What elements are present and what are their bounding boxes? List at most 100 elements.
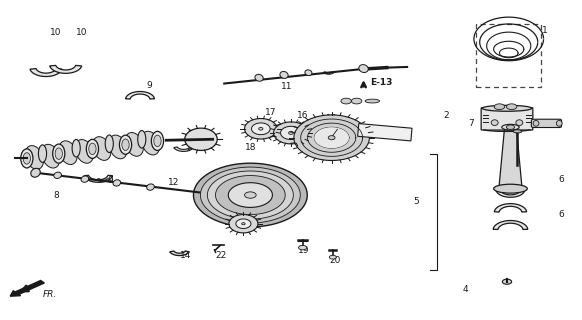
Ellipse shape xyxy=(328,136,335,140)
Ellipse shape xyxy=(59,141,77,164)
Text: 10: 10 xyxy=(76,28,88,37)
Text: 15: 15 xyxy=(326,114,338,123)
Text: 12: 12 xyxy=(168,178,179,187)
Ellipse shape xyxy=(31,168,40,177)
Text: 3: 3 xyxy=(555,120,561,129)
Text: 1: 1 xyxy=(542,27,548,36)
Polygon shape xyxy=(30,68,62,76)
Text: 18: 18 xyxy=(244,143,256,152)
Text: 4: 4 xyxy=(462,284,468,293)
Ellipse shape xyxy=(93,137,111,160)
Polygon shape xyxy=(207,171,293,219)
Ellipse shape xyxy=(41,144,60,168)
Circle shape xyxy=(506,104,517,109)
Ellipse shape xyxy=(556,121,562,126)
Polygon shape xyxy=(97,179,110,182)
Polygon shape xyxy=(251,123,270,135)
Text: 7: 7 xyxy=(468,119,474,128)
Text: 11: 11 xyxy=(281,82,292,91)
Ellipse shape xyxy=(125,132,143,156)
Ellipse shape xyxy=(75,140,94,163)
Ellipse shape xyxy=(533,121,539,126)
Polygon shape xyxy=(494,204,527,212)
Ellipse shape xyxy=(494,184,527,193)
Circle shape xyxy=(502,279,512,284)
Ellipse shape xyxy=(147,184,154,190)
Ellipse shape xyxy=(119,135,132,154)
Ellipse shape xyxy=(289,132,293,134)
Polygon shape xyxy=(200,167,300,223)
Ellipse shape xyxy=(23,153,30,164)
Polygon shape xyxy=(493,220,528,229)
Polygon shape xyxy=(499,126,522,189)
Ellipse shape xyxy=(259,127,263,130)
Ellipse shape xyxy=(25,146,44,169)
FancyBboxPatch shape xyxy=(531,119,562,127)
Polygon shape xyxy=(215,176,285,214)
Text: 17: 17 xyxy=(265,108,276,117)
Ellipse shape xyxy=(52,144,65,163)
Polygon shape xyxy=(281,126,301,140)
Text: 5: 5 xyxy=(413,197,418,206)
Polygon shape xyxy=(229,215,258,233)
Ellipse shape xyxy=(184,128,217,150)
Polygon shape xyxy=(84,175,112,182)
FancyBboxPatch shape xyxy=(358,124,412,141)
Circle shape xyxy=(244,192,256,198)
Ellipse shape xyxy=(81,176,88,182)
Text: 8: 8 xyxy=(53,190,59,200)
Ellipse shape xyxy=(255,74,263,81)
Polygon shape xyxy=(274,122,308,144)
Text: 16: 16 xyxy=(297,111,308,120)
Bar xyxy=(247,194,254,196)
Ellipse shape xyxy=(482,105,532,111)
Text: 9: 9 xyxy=(107,176,113,185)
Text: 21: 21 xyxy=(188,130,199,139)
Ellipse shape xyxy=(72,140,80,157)
Text: 6: 6 xyxy=(558,210,564,219)
Ellipse shape xyxy=(141,131,159,155)
Text: FR.: FR. xyxy=(42,290,57,299)
Circle shape xyxy=(494,104,505,109)
Polygon shape xyxy=(49,65,81,73)
Text: 19: 19 xyxy=(298,246,310,255)
Circle shape xyxy=(352,98,362,104)
Polygon shape xyxy=(236,219,251,228)
Polygon shape xyxy=(228,183,272,207)
Polygon shape xyxy=(170,251,189,256)
Text: 10: 10 xyxy=(50,28,62,37)
Polygon shape xyxy=(126,92,154,99)
Text: 13: 13 xyxy=(244,221,256,230)
Ellipse shape xyxy=(86,139,98,158)
Text: 20: 20 xyxy=(329,256,341,265)
Circle shape xyxy=(329,255,336,259)
Text: E-13: E-13 xyxy=(370,78,392,87)
Polygon shape xyxy=(314,127,349,148)
Ellipse shape xyxy=(113,180,120,186)
Ellipse shape xyxy=(359,65,368,73)
Text: 2: 2 xyxy=(444,111,449,120)
Text: 22: 22 xyxy=(216,251,227,260)
Ellipse shape xyxy=(516,120,523,125)
Polygon shape xyxy=(496,190,525,197)
Ellipse shape xyxy=(38,145,47,162)
Polygon shape xyxy=(294,115,370,160)
Circle shape xyxy=(506,125,514,129)
Polygon shape xyxy=(193,163,307,227)
Ellipse shape xyxy=(154,135,161,147)
Ellipse shape xyxy=(280,71,288,78)
Ellipse shape xyxy=(55,148,62,159)
Ellipse shape xyxy=(105,135,113,153)
Ellipse shape xyxy=(109,135,127,159)
Ellipse shape xyxy=(21,149,33,168)
Ellipse shape xyxy=(305,70,312,76)
Text: 6: 6 xyxy=(558,175,564,184)
Ellipse shape xyxy=(122,139,129,150)
Ellipse shape xyxy=(151,131,164,150)
Ellipse shape xyxy=(242,223,245,225)
Bar xyxy=(476,24,541,87)
Text: 9: 9 xyxy=(146,81,152,90)
Text: 14: 14 xyxy=(180,251,191,260)
Ellipse shape xyxy=(365,99,379,103)
Circle shape xyxy=(341,98,352,104)
